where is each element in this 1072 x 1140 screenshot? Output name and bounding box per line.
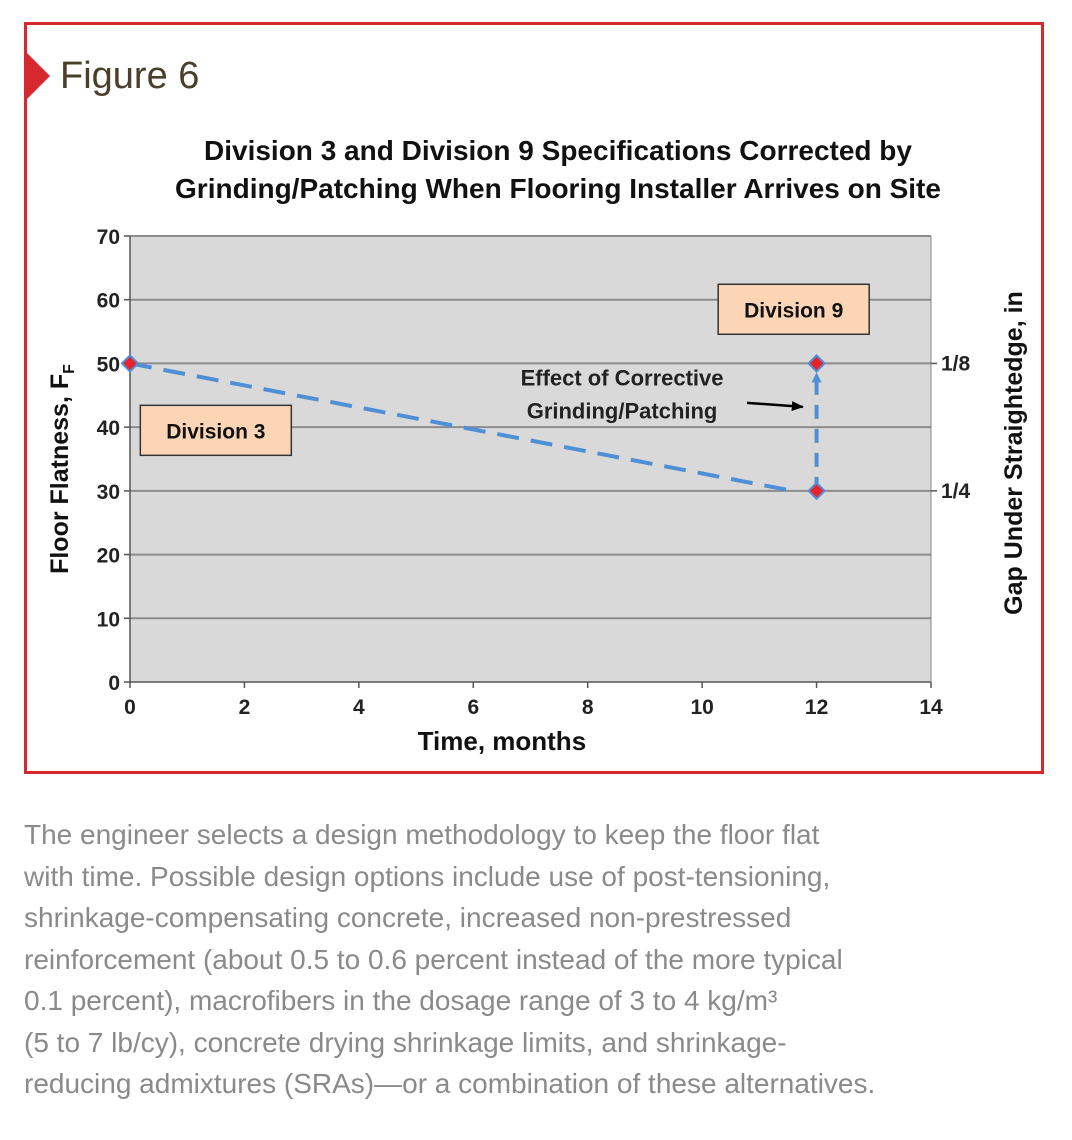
annotation-label: Division 9	[744, 299, 843, 322]
caption-line: (5 to 7 lb/cy), concrete drying shrinkag…	[24, 1026, 787, 1058]
y2-axis-title: Gap Under Straightedge, in	[1000, 291, 1028, 615]
annotation-text-line: Effect of Corrective	[521, 366, 724, 391]
x-tick-label: 8	[582, 696, 594, 719]
y-tick-label: 70	[97, 226, 120, 249]
figure-marker-icon	[24, 50, 50, 102]
caption-line: The engineer selects a design methodolog…	[24, 819, 820, 850]
x-tick-label: 4	[353, 696, 365, 719]
caption-line: 0.1 percent), macrofibers in the dosage …	[24, 985, 778, 1016]
x-tick-label: 6	[467, 696, 479, 719]
y2-tick-label: 1/4	[941, 480, 971, 503]
caption-line: reducing admixtures (SRAs)—or a combinat…	[24, 1068, 876, 1099]
y2-tick-label: 1/8	[941, 352, 971, 375]
x-tick-label: 0	[124, 696, 136, 719]
y-tick-label: 0	[108, 672, 120, 695]
series-line	[129, 361, 793, 493]
y-tick-label: 50	[97, 353, 120, 376]
y-tick-label: 30	[97, 481, 120, 504]
annotation-label: Division 3	[166, 420, 265, 443]
chart-title-line: Division 3 and Division 9 Specifications…	[204, 135, 912, 166]
annotation-arrow	[746, 401, 804, 412]
caption-line: reinforcement (about 0.5 to 0.6 percent …	[24, 943, 843, 975]
x-tick-label: 2	[239, 696, 251, 719]
data-point	[807, 354, 826, 373]
x-tick-label: 14	[919, 696, 943, 719]
data-point	[120, 354, 140, 373]
figure-label: Figure 6	[60, 55, 200, 97]
y-tick-label: 10	[97, 608, 120, 631]
caption-line: shrinkage-compensating concrete, increas…	[24, 902, 792, 933]
annotation-box	[139, 404, 293, 457]
caption-line: with time. Possible design options inclu…	[24, 860, 831, 892]
caption: The engineer selects a design methodolog…	[24, 814, 1054, 1105]
y-tick-label: 60	[97, 290, 120, 313]
y-tick-label: 40	[97, 417, 120, 440]
annotation-box	[717, 283, 870, 336]
y-tick-label: 20	[97, 545, 120, 568]
x-tick-label: 10	[690, 696, 713, 719]
annotation-text-line: Grinding/Patching	[527, 399, 718, 424]
x-tick-label: 12	[805, 696, 828, 719]
data-point	[807, 481, 826, 501]
x-axis-title: Time, months	[418, 726, 587, 756]
y-axis-title: Floor Flatness, FF	[46, 364, 78, 574]
chart-title-line: Grinding/Patching When Flooring Installe…	[175, 173, 941, 204]
chart: Division 3 and Division 9 Specifications…	[46, 135, 1028, 756]
